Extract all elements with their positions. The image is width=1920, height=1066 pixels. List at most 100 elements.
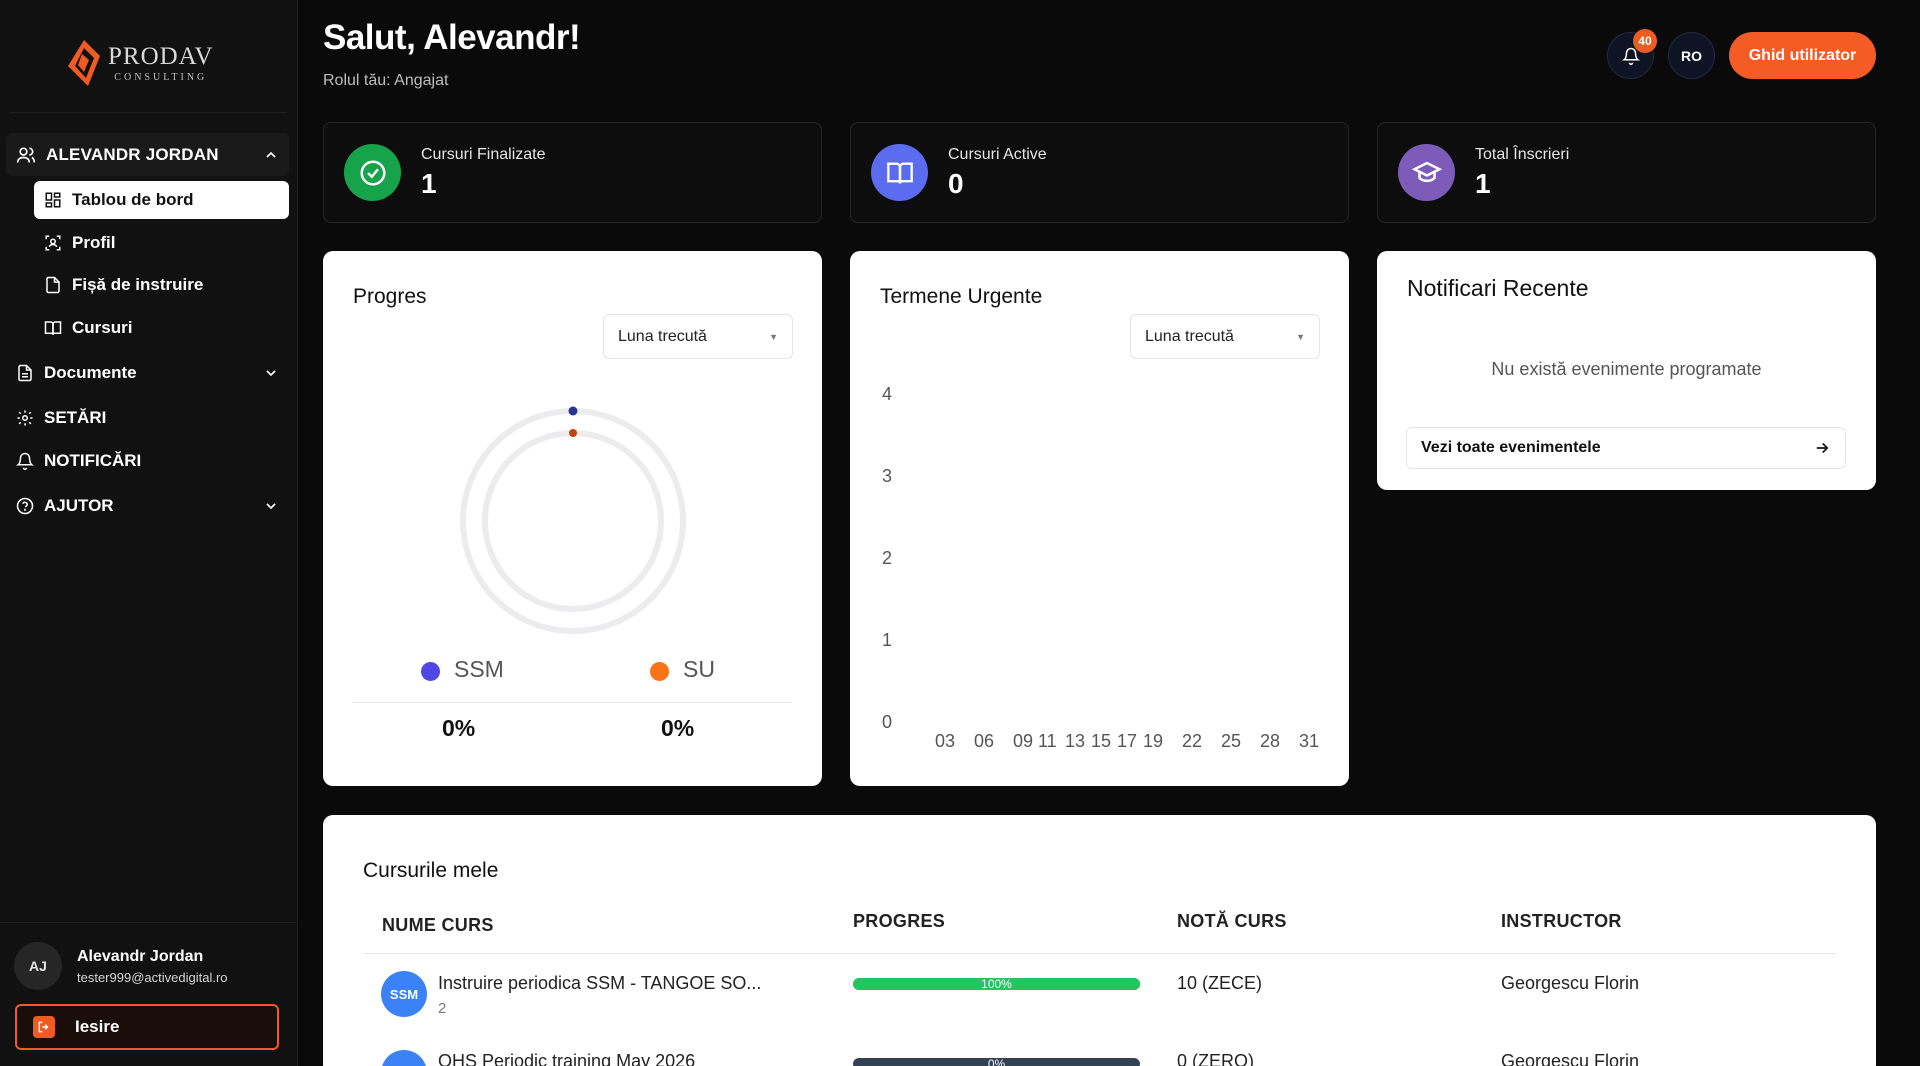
stat-label: Cursuri Active <box>948 145 1047 163</box>
gear-icon <box>17 410 33 426</box>
su-track <box>482 430 664 612</box>
column-header-progress[interactable]: PROGRES <box>853 911 946 931</box>
user-role: Rolul tău: Angajat <box>323 72 449 89</box>
sidebar-item-training-sheet[interactable]: Fișă de instruire <box>34 266 289 304</box>
card-title: Notificari Recente <box>1407 275 1589 301</box>
logout-label: Iesire <box>75 1017 120 1036</box>
sidebar-item-label: NOTIFICĂRI <box>44 451 142 470</box>
sidebar: PRODAV CONSULTING ALEVANDR JORDAN Tablou… <box>0 0 298 1066</box>
x-tick-label: 11 <box>1038 731 1057 751</box>
sidebar-item-settings[interactable]: SETĂRI <box>6 398 289 438</box>
progress-label: 0% <box>987 1058 1006 1066</box>
document-icon <box>18 364 32 382</box>
x-tick-label: 19 <box>1143 731 1163 751</box>
brand-name: PRODAV <box>108 42 214 70</box>
sidebar-item-documents[interactable]: Documente <box>6 353 289 393</box>
column-header-instructor[interactable]: INSTRUCTOR <box>1501 911 1622 931</box>
percent-ssm: 0% <box>442 715 476 741</box>
sidebar-item-help[interactable]: AJUTOR <box>6 486 289 526</box>
empty-state-text: Nu există evenimente programate <box>1491 359 1762 379</box>
user-card[interactable]: AJ Alevandr Jordan tester999@activedigit… <box>14 942 228 990</box>
y-tick-label: 0 <box>882 712 892 732</box>
courses-card: Cursurile mele NUME CURS PROGRES NOTĂ CU… <box>323 815 1876 1066</box>
sidebar-item-courses[interactable]: Cursuri <box>34 309 289 347</box>
logo-mark-icon <box>68 40 100 86</box>
course-progress-bar: 100% <box>853 978 1140 990</box>
logout-icon <box>33 1016 55 1038</box>
deadlines-period-select[interactable]: Luna trecută ▼ <box>1130 314 1320 359</box>
course-grade: 0 (ZERO) <box>1177 1051 1255 1066</box>
sidebar-item-label: SETĂRI <box>44 408 107 427</box>
notifications-card: Notificari Recente Nu există evenimente … <box>1377 251 1876 490</box>
deadlines-card: Termene Urgente Luna trecută ▼ 0 1 2 3 4 03 06… <box>850 251 1349 786</box>
x-tick-label: 28 <box>1260 731 1280 751</box>
bell-icon <box>16 452 34 470</box>
progress-period-select[interactable]: Luna trecută ▼ <box>603 314 793 359</box>
sidebar-item-profile[interactable]: Profil <box>34 224 289 262</box>
course-grade: 10 (ZECE) <box>1177 973 1263 993</box>
sidebar-divider <box>10 112 287 113</box>
course-sub: 2 <box>438 1000 447 1017</box>
percent-su: 0% <box>661 715 695 741</box>
deadlines-chart: 0 1 2 3 4 03 06 09 11 13 15 17 19 22 25 28 31 <box>882 384 1319 751</box>
notification-count-badge: 40 <box>1633 29 1657 53</box>
sidebar-item-label: Fișă de instruire <box>72 275 204 294</box>
brand-logo[interactable]: PRODAV CONSULTING <box>68 40 214 86</box>
column-header-grade[interactable]: NOTĂ CURS <box>1177 911 1287 931</box>
caret-down-icon: ▼ <box>769 331 778 342</box>
see-all-events-button[interactable]: Vezi toate evenimentele <box>1406 427 1846 469</box>
avatar: AJ <box>14 942 62 990</box>
sidebar-item-dashboard[interactable]: Tablou de bord <box>34 181 289 219</box>
legend-dot-su <box>650 662 669 681</box>
user-guide-button[interactable]: Ghid utilizator <box>1729 32 1876 79</box>
x-tick-label: 31 <box>1299 731 1319 751</box>
table-header-divider <box>363 953 1836 954</box>
x-tick-label: 03 <box>935 731 955 751</box>
select-value: Luna trecută <box>618 327 707 345</box>
sidebar-item-notifications[interactable]: NOTIFICĂRI <box>6 441 289 481</box>
language-switcher[interactable]: RO <box>1668 32 1715 79</box>
card-title: Progres <box>353 285 427 308</box>
logout-button[interactable]: Iesire <box>15 1004 279 1050</box>
y-tick-label: 2 <box>882 548 892 568</box>
stat-card-enrollments: Total Înscrieri 1 <box>1377 122 1876 223</box>
course-progress-bar: 0% <box>853 1058 1140 1066</box>
su-progress-marker <box>569 429 577 437</box>
x-tick-label: 13 <box>1065 731 1085 751</box>
stat-card-completed: Cursuri Finalizate 1 <box>323 122 822 223</box>
card-title: Cursurile mele <box>363 859 499 882</box>
stat-label: Cursuri Finalizate <box>421 145 546 163</box>
sidebar-user-label: ALEVANDR JORDAN <box>46 144 219 164</box>
y-tick-label: 3 <box>882 466 892 486</box>
sidebar-divider <box>0 922 297 923</box>
brand-tagline: CONSULTING <box>114 71 208 83</box>
course-name[interactable]: OHS Periodic training May 2026 <box>438 1051 696 1066</box>
column-header-name[interactable]: NUME CURS <box>382 915 494 935</box>
see-all-label: Vezi toate evenimentele <box>1421 439 1601 456</box>
stat-value: 1 <box>421 167 437 199</box>
x-tick-label: 25 <box>1221 731 1241 751</box>
progress-fill <box>853 978 1140 990</box>
x-tick-label: 22 <box>1182 731 1202 751</box>
page-title: Salut, Alevandr! <box>323 18 581 57</box>
x-tick-label: 06 <box>974 731 994 751</box>
profile-scan-icon <box>45 235 61 251</box>
progress-radial-chart <box>460 406 686 634</box>
caret-down-icon: ▼ <box>1296 331 1305 342</box>
y-tick-label: 1 <box>882 630 892 650</box>
card-title: Termene Urgente <box>880 285 1043 308</box>
chevron-down-icon <box>266 503 276 510</box>
sidebar-item-label: Cursuri <box>72 318 133 337</box>
sidebar-item-label: Tablou de bord <box>72 190 194 209</box>
sidebar-user-section[interactable]: ALEVANDR JORDAN <box>6 133 289 176</box>
progress-label: 100% <box>981 978 1012 990</box>
sidebar-item-label: AJUTOR <box>44 496 114 515</box>
select-value: Luna trecută <box>1145 327 1234 345</box>
x-tick-label: 09 <box>1013 731 1033 751</box>
ssm-progress-marker <box>568 406 578 416</box>
sidebar-item-label: Documente <box>44 363 137 382</box>
ssm-track <box>460 408 686 634</box>
course-instructor: Georgescu Florin <box>1501 973 1640 993</box>
course-name[interactable]: Instruire periodica SSM - TANGOE SO... <box>438 973 762 993</box>
stat-card-active: Cursuri Active 0 <box>850 122 1349 223</box>
